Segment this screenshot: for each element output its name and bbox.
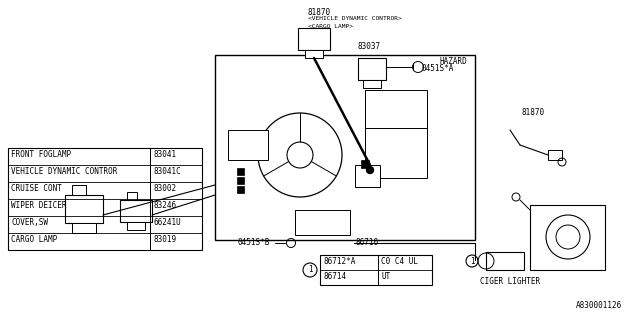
Text: VEHICLE DYNAMIC CONTROR: VEHICLE DYNAMIC CONTROR (11, 167, 117, 176)
Text: 86710: 86710 (356, 238, 379, 247)
Bar (530, 205, 605, 270)
Bar (365, 128, 427, 178)
Bar (237, 168, 244, 175)
Text: CIGER LIGHTER: CIGER LIGHTER (480, 277, 540, 286)
Bar (355, 165, 380, 187)
Text: C0 C4 UL: C0 C4 UL (381, 257, 418, 266)
Bar (237, 177, 244, 184)
Text: CARGO LAMP: CARGO LAMP (11, 235, 57, 244)
Bar (305, 50, 323, 58)
Bar (237, 186, 244, 193)
Text: HAZARD: HAZARD (440, 57, 468, 66)
Bar (127, 222, 145, 230)
Text: 83041C: 83041C (153, 167, 180, 176)
Text: 86714: 86714 (323, 272, 346, 281)
Text: 83019: 83019 (153, 235, 176, 244)
Text: FRONT FOGLAMP: FRONT FOGLAMP (11, 150, 71, 159)
Text: 83037: 83037 (358, 42, 381, 51)
Bar (295, 210, 350, 235)
Bar (8, 148, 202, 250)
Text: 86712*A: 86712*A (323, 257, 355, 266)
Text: 1: 1 (308, 266, 312, 275)
Bar (365, 90, 427, 128)
Bar (120, 200, 152, 222)
Bar (298, 28, 330, 50)
Text: COVER,SW: COVER,SW (11, 218, 48, 227)
Bar (127, 192, 137, 200)
Bar (363, 80, 381, 88)
Text: 83002: 83002 (153, 184, 176, 193)
Text: 66241U: 66241U (153, 218, 180, 227)
Text: 81870: 81870 (522, 108, 545, 117)
Text: 0451S*A: 0451S*A (422, 64, 454, 73)
Text: CRUISE CONT: CRUISE CONT (11, 184, 62, 193)
Bar (358, 58, 386, 80)
Bar (72, 223, 96, 233)
Bar (228, 130, 268, 160)
Text: 83246: 83246 (153, 201, 176, 210)
Bar (215, 55, 475, 240)
Text: 81870: 81870 (308, 8, 331, 17)
Bar (361, 160, 369, 168)
Text: 83041: 83041 (153, 150, 176, 159)
Text: WIPER DEICER: WIPER DEICER (11, 201, 67, 210)
Circle shape (367, 166, 374, 173)
Text: UT: UT (381, 272, 390, 281)
Text: 0451S*B: 0451S*B (237, 238, 269, 247)
Bar (65, 195, 103, 223)
Text: A830001126: A830001126 (576, 301, 622, 310)
Text: <CARGO LAMP>: <CARGO LAMP> (308, 24, 353, 29)
Bar (72, 185, 86, 195)
Bar (486, 252, 524, 270)
Bar (320, 255, 432, 285)
Bar (548, 150, 562, 160)
Text: 1: 1 (470, 257, 474, 266)
Text: <VEHICLE DYNAMIC CONTROR>: <VEHICLE DYNAMIC CONTROR> (308, 16, 402, 21)
